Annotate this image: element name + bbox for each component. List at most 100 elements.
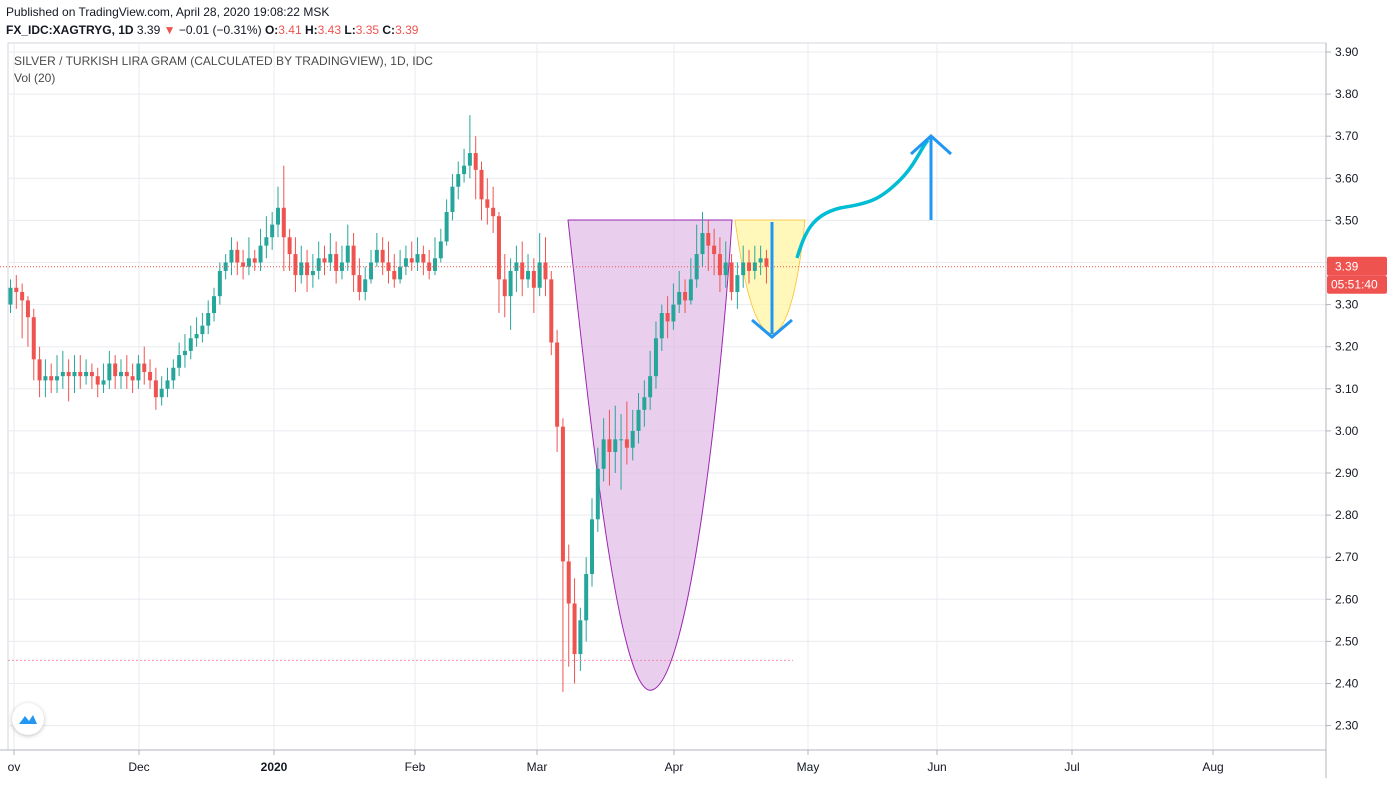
candle	[531, 258, 536, 314]
candle	[293, 237, 298, 292]
candle	[601, 418, 606, 482]
candle	[438, 228, 443, 263]
candle-body	[84, 371, 89, 377]
candle	[514, 245, 519, 292]
x-tick-label: Mar	[527, 760, 548, 774]
cup-pattern-drawing[interactable]	[567, 219, 733, 691]
countdown-label: 05:51:40	[1331, 278, 1378, 292]
candle	[619, 414, 624, 490]
candle	[305, 249, 310, 292]
candle-body	[491, 207, 496, 217]
x-tick-label: Aug	[1202, 760, 1223, 774]
candle	[741, 245, 746, 288]
candle-body	[177, 355, 182, 368]
candle-body	[43, 376, 48, 381]
last-price-badge	[1327, 256, 1387, 276]
candle	[113, 355, 118, 389]
candle-body	[403, 258, 408, 267]
candle	[473, 136, 478, 200]
projection-curve	[795, 138, 930, 259]
candle	[380, 237, 385, 276]
candle-body	[467, 153, 472, 166]
candle	[444, 199, 449, 246]
candle-body	[549, 279, 554, 343]
y-tick-label: 2.40	[1335, 677, 1359, 691]
candle	[653, 321, 658, 389]
candle-body	[595, 468, 600, 520]
candle-body	[636, 409, 641, 431]
candle-body	[752, 262, 757, 271]
candle	[206, 300, 211, 335]
last-price-badge-label: 3.39	[1335, 260, 1359, 274]
y-tick-label: 3.30	[1335, 298, 1359, 312]
candle-body	[299, 262, 304, 276]
candle-body	[700, 233, 705, 255]
candle	[275, 186, 280, 238]
candle	[252, 249, 257, 271]
y-tick-label: 2.70	[1335, 550, 1359, 564]
candle	[758, 245, 763, 276]
candle-body	[72, 371, 77, 377]
candle	[142, 346, 147, 385]
candle-body	[677, 291, 682, 305]
candle-body	[159, 388, 164, 398]
candle	[107, 350, 112, 389]
candle-body	[101, 380, 106, 385]
candle	[363, 266, 368, 301]
candle-body	[328, 254, 333, 263]
candle	[101, 363, 106, 394]
candle	[310, 254, 315, 288]
candle	[351, 233, 356, 292]
candle-body	[764, 258, 769, 267]
candle	[49, 363, 54, 394]
annotation-arrows[interactable]	[751, 133, 953, 339]
candle-body	[485, 199, 490, 208]
tradingview-logo-icon[interactable]	[12, 703, 44, 735]
candle-body	[20, 291, 25, 301]
price-change: −0.01 (−0.31%)	[178, 23, 262, 37]
countdown-badge	[1327, 275, 1387, 294]
x-tick-label: Feb	[405, 760, 426, 774]
candle-body	[502, 279, 507, 297]
candle	[683, 279, 688, 314]
close-value: 3.39	[395, 23, 419, 37]
candle-body	[706, 233, 711, 246]
candle	[235, 241, 240, 276]
y-tick-label: 3.50	[1335, 213, 1359, 227]
candle	[339, 245, 344, 280]
close-label: C:	[382, 23, 396, 37]
candle	[31, 308, 36, 381]
volume-indicator-label[interactable]: Vol (20)	[14, 71, 56, 85]
candle-body	[572, 603, 577, 655]
candle	[287, 228, 292, 271]
low-value: 3.35	[355, 23, 380, 37]
y-tick-label: 2.60	[1335, 592, 1359, 606]
candle	[659, 304, 664, 351]
candle-body	[270, 224, 275, 238]
candle	[496, 211, 501, 314]
candle-body	[182, 350, 187, 356]
candle-body	[113, 363, 118, 377]
candle	[25, 296, 30, 347]
candle	[543, 237, 548, 297]
candle-body	[479, 169, 484, 200]
candle-body	[398, 266, 403, 280]
y-tick-label: 3.00	[1335, 424, 1359, 438]
candle-body	[49, 376, 54, 381]
candle	[636, 393, 641, 444]
candle	[712, 228, 717, 276]
candle	[153, 367, 158, 410]
candle	[566, 544, 571, 667]
candle	[624, 401, 629, 465]
candle-body	[659, 313, 664, 339]
candle-body	[188, 338, 193, 351]
candle	[677, 270, 682, 314]
candle	[595, 447, 600, 532]
handle-pattern-drawing[interactable]	[734, 219, 806, 335]
candle-body	[165, 380, 170, 389]
candle	[485, 178, 490, 225]
candle-body	[171, 367, 176, 381]
candle-body	[118, 371, 123, 377]
candle	[95, 367, 100, 398]
